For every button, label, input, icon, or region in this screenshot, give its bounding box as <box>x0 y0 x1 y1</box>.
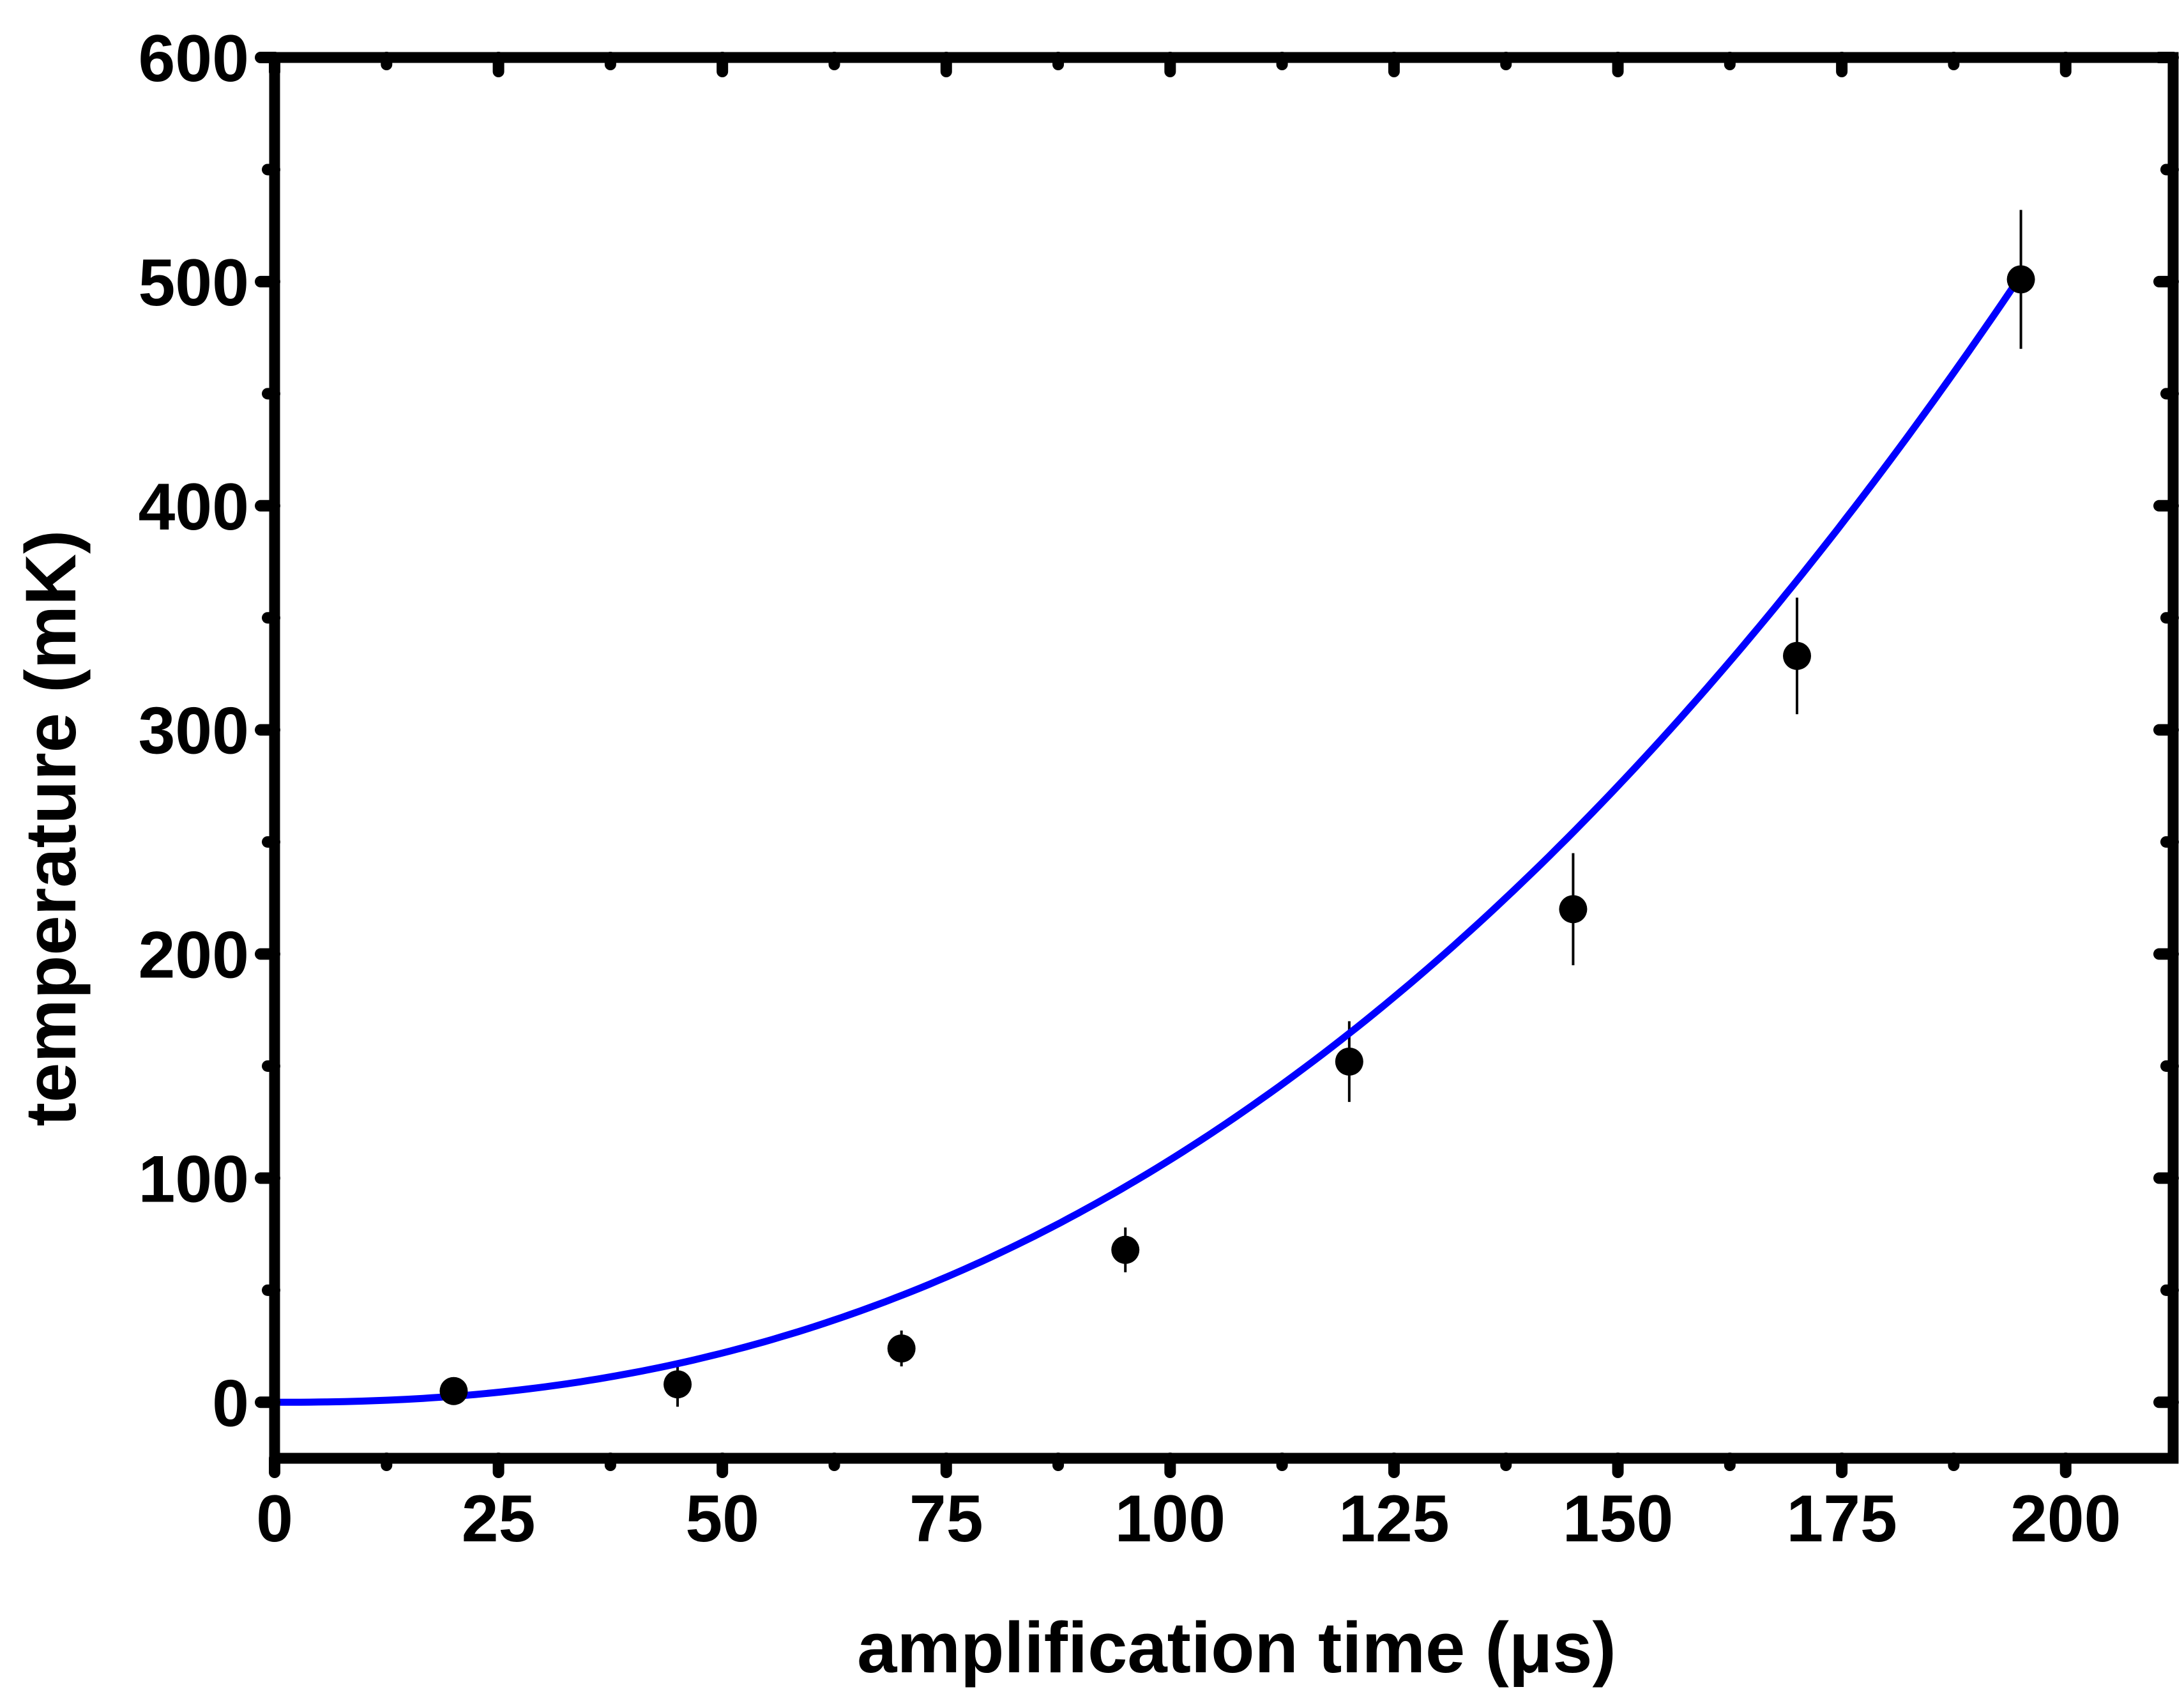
axis-ticks <box>255 52 2179 1478</box>
x-tick-label: 100 <box>1115 1482 1226 1556</box>
x-tick-labels: 0 25 50 75 100 125 150 175 200 <box>256 1482 2121 1556</box>
x-axis-title: amplification time (μs) <box>857 1608 1616 1688</box>
y-tick-label: 300 <box>138 694 249 768</box>
plot-frame <box>269 52 2179 1464</box>
data-points <box>439 265 2035 1405</box>
y-tick-label: 200 <box>138 919 249 993</box>
y-axis-title: temperature (mK) <box>11 530 91 1127</box>
x-tick-label: 75 <box>909 1482 983 1556</box>
data-point <box>887 1334 916 1363</box>
data-point <box>1559 895 1588 924</box>
x-tick-label: 0 <box>256 1482 293 1556</box>
y-tick-label: 400 <box>138 470 249 544</box>
y-tick-label: 500 <box>138 246 249 320</box>
y-tick-label: 100 <box>138 1142 249 1216</box>
y-tick-label: 0 <box>212 1366 249 1440</box>
data-point <box>1335 1047 1363 1076</box>
data-point <box>2006 265 2035 294</box>
x-tick-label: 50 <box>685 1482 759 1556</box>
y-tick-labels: 0 100 200 300 400 500 600 <box>138 22 249 1440</box>
data-point <box>439 1377 468 1405</box>
y-tick-label: 600 <box>138 22 249 96</box>
x-tick-label: 200 <box>2010 1482 2121 1556</box>
x-tick-label: 125 <box>1338 1482 1450 1556</box>
error-bars <box>676 210 2022 1407</box>
data-point <box>1783 641 1812 670</box>
data-point <box>1111 1235 1140 1264</box>
fit-curve <box>271 271 2025 1406</box>
x-tick-label: 25 <box>462 1482 536 1556</box>
x-tick-label: 175 <box>1786 1482 1897 1556</box>
data-point <box>664 1370 692 1399</box>
x-tick-label: 150 <box>1563 1482 1674 1556</box>
fit-layer <box>271 271 2025 1406</box>
